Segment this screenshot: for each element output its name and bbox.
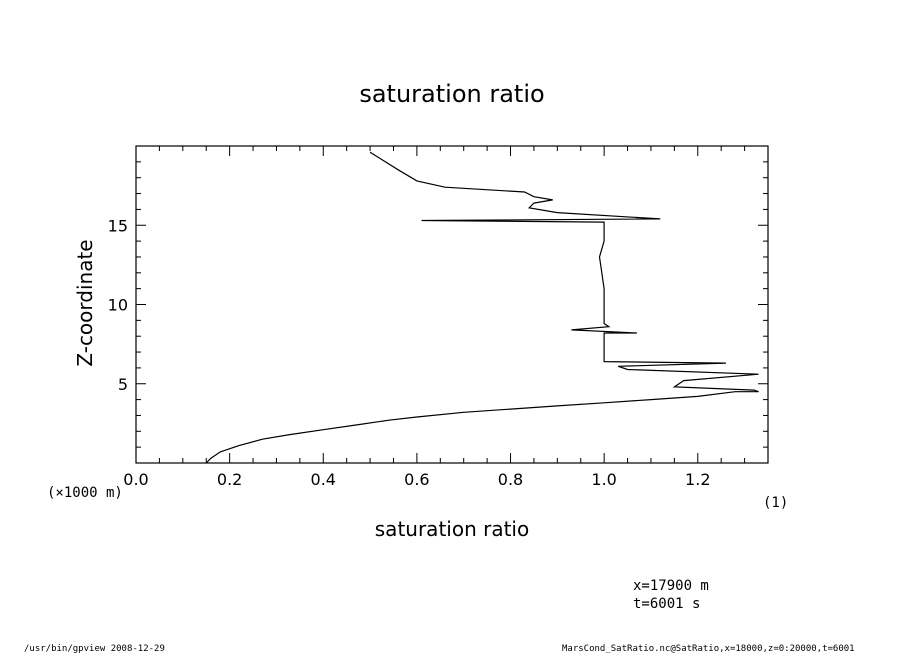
chart-title: saturation ratio (359, 80, 544, 108)
axes (135, 145, 769, 464)
x-tick-label: 1.0 (591, 470, 616, 489)
x-tick-label: 1.2 (685, 470, 710, 489)
x-tick-label: 0.8 (498, 470, 523, 489)
time-label: t=6001 s (633, 596, 700, 612)
x-axis-label: saturation ratio (375, 517, 529, 541)
y-tick-label: 15 (108, 216, 128, 235)
series-line (205, 151, 759, 464)
y-tick-label: 10 (108, 296, 128, 315)
x-tick-label: 0.0 (123, 470, 148, 489)
y-tick-label: 5 (118, 375, 128, 394)
x-tick-label: 0.4 (311, 470, 336, 489)
plot-frame (135, 145, 769, 464)
tick-labels: 0.0 0.2 0.4 0.6 0.8 1.0 1.2 5 10 15 (108, 216, 711, 489)
coords-label: x=17900 m (633, 578, 709, 594)
tick-marks (135, 146, 769, 463)
y-axis-label: Z-coordinate (73, 239, 97, 366)
footer-right: MarsCond_SatRatio.nc@SatRatio,x=18000,z=… (562, 644, 855, 654)
x-unit-label: (1) (763, 495, 788, 511)
y-unit-label: (×1000 m) (47, 485, 123, 501)
footer-left: /usr/bin/gpview 2008-12-29 (24, 644, 165, 654)
x-tick-label: 0.2 (217, 470, 242, 489)
x-tick-label: 0.6 (404, 470, 429, 489)
